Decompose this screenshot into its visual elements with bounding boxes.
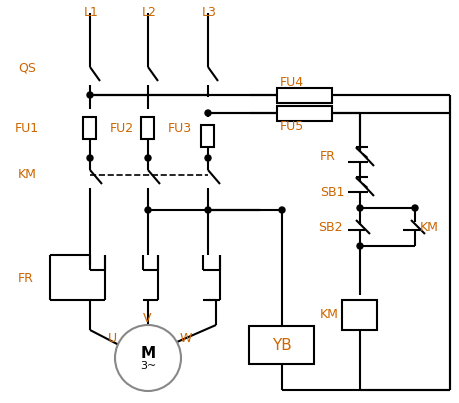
Circle shape xyxy=(87,155,93,161)
Bar xyxy=(277,87,332,102)
Circle shape xyxy=(115,325,180,391)
Bar xyxy=(141,116,154,139)
Text: SB2: SB2 xyxy=(317,222,342,235)
Text: YB: YB xyxy=(272,337,291,353)
Circle shape xyxy=(411,205,417,211)
Circle shape xyxy=(356,205,362,211)
Text: SB1: SB1 xyxy=(319,187,344,199)
Text: FU2: FU2 xyxy=(110,121,134,135)
Text: KM: KM xyxy=(18,168,37,181)
Circle shape xyxy=(145,207,151,213)
Text: FU3: FU3 xyxy=(168,121,192,135)
Text: QS: QS xyxy=(18,62,36,75)
Bar xyxy=(277,106,332,120)
Text: L1: L1 xyxy=(84,6,99,19)
Circle shape xyxy=(205,207,211,213)
Circle shape xyxy=(205,155,211,161)
Text: FU5: FU5 xyxy=(280,120,303,133)
Text: W: W xyxy=(179,332,192,345)
Text: FR: FR xyxy=(319,150,335,164)
Bar xyxy=(249,326,314,364)
Text: U: U xyxy=(108,332,117,345)
Text: 3~: 3~ xyxy=(140,361,156,371)
Bar xyxy=(342,300,377,330)
Text: KM: KM xyxy=(319,309,338,322)
Text: M: M xyxy=(140,345,155,361)
Text: KM: KM xyxy=(419,222,438,235)
Circle shape xyxy=(279,207,285,213)
Bar xyxy=(201,125,214,147)
Bar xyxy=(84,116,96,139)
Circle shape xyxy=(205,110,211,116)
Text: V: V xyxy=(143,312,151,324)
Circle shape xyxy=(356,243,362,249)
Text: L2: L2 xyxy=(142,6,157,19)
Text: FU4: FU4 xyxy=(280,77,303,89)
Text: FU1: FU1 xyxy=(15,121,39,135)
Text: L3: L3 xyxy=(202,6,216,19)
Circle shape xyxy=(87,92,93,98)
Circle shape xyxy=(145,155,151,161)
Text: FR: FR xyxy=(18,272,34,285)
